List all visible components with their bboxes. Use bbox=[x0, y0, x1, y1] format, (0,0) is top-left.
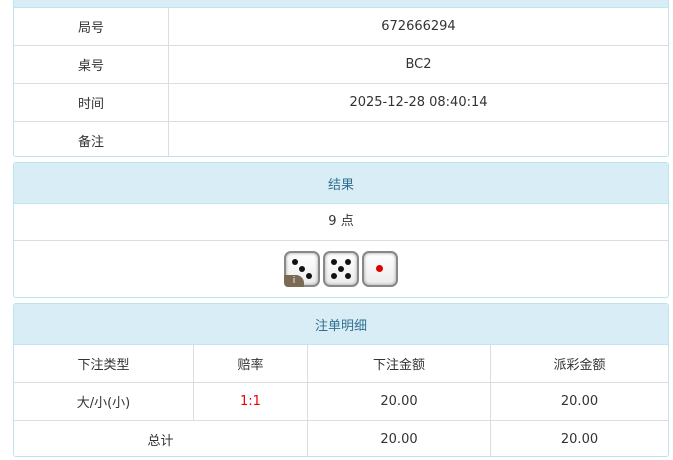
die-5-icon bbox=[323, 251, 359, 287]
odds: 1:1 bbox=[193, 382, 308, 421]
col-bet-type: 下注类型 bbox=[77, 358, 130, 373]
result-points: 9 点 bbox=[14, 204, 668, 241]
info-panel: 局号 672666294 桌号 BC2 时间 2025-12-28 08:40:14 … bbox=[13, 0, 669, 157]
result-panel: 结果 9 点 i bbox=[13, 162, 669, 298]
time-value: 2025-12-28 08:40:14 bbox=[168, 83, 668, 122]
die-1-icon bbox=[362, 251, 398, 287]
info-header bbox=[14, 0, 668, 8]
col-bet-amount: 下注金额 bbox=[307, 345, 491, 383]
table-row: 大/小(小) 1:1 20.00 20.00 bbox=[14, 382, 668, 421]
round-label: 局号 bbox=[77, 21, 104, 36]
info-icon[interactable]: i bbox=[284, 275, 304, 287]
die-3-icon[interactable]: i bbox=[284, 251, 320, 287]
table-row: 时间 2025-12-28 08:40:14 bbox=[14, 83, 668, 122]
table-row: 备注 bbox=[14, 121, 668, 156]
bet-type: 大/小(小) bbox=[14, 382, 194, 421]
total-label: 总计 bbox=[14, 420, 308, 456]
table-header-row: 下注类型 赔率 下注金额 派彩金额 bbox=[14, 345, 668, 383]
payout: 20.00 bbox=[490, 382, 668, 421]
result-title: 结果 bbox=[14, 163, 668, 204]
col-payout: 派彩金额 bbox=[490, 345, 668, 383]
info-table: 局号 672666294 桌号 BC2 时间 2025-12-28 08:40:14 … bbox=[14, 8, 668, 156]
table-value: BC2 bbox=[168, 45, 668, 84]
table-label: 桌号 bbox=[14, 45, 169, 84]
table-row: 桌号 BC2 bbox=[14, 45, 668, 84]
total-payout: 20.00 bbox=[490, 420, 668, 456]
bet-amount: 20.00 bbox=[307, 382, 491, 421]
total-amount: 20.00 bbox=[307, 420, 491, 456]
round-value: 672666294 bbox=[168, 8, 668, 46]
remark-value bbox=[168, 121, 668, 156]
dice-row: i bbox=[14, 241, 668, 297]
time-label: 时间 bbox=[14, 83, 169, 122]
bet-table: 下注类型 赔率 下注金额 派彩金额 大/小(小) 1:1 20.00 20.00… bbox=[14, 345, 668, 456]
table-row: 局号 672666294 bbox=[14, 8, 668, 46]
bet-details-panel: 注单明细 下注类型 赔率 下注金额 派彩金额 大/小(小) 1:1 20.00 … bbox=[13, 303, 669, 457]
remark-label: 备注 bbox=[14, 121, 169, 156]
total-row: 总计 20.00 20.00 bbox=[14, 420, 668, 456]
col-odds: 赔率 bbox=[193, 345, 308, 383]
bet-details-title: 注单明细 bbox=[14, 304, 668, 345]
